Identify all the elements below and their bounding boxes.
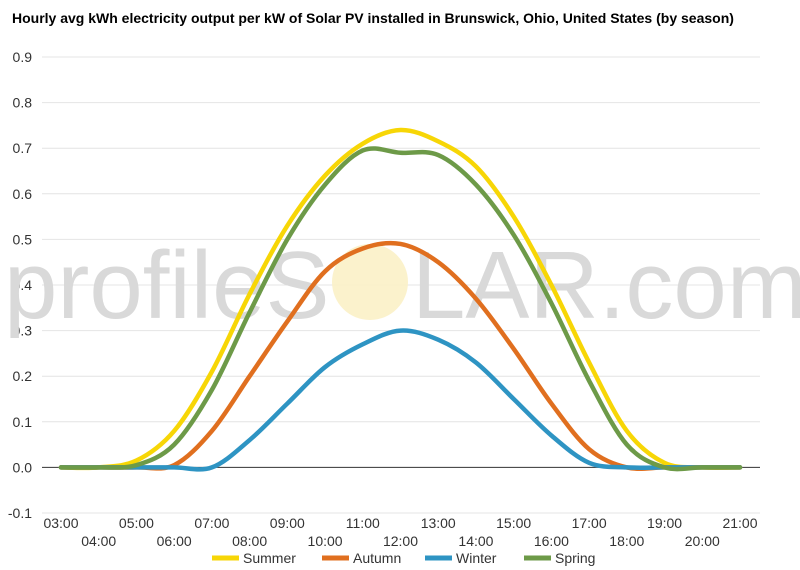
x-tick-label: 17:00 (572, 515, 607, 531)
legend-label-autumn[interactable]: Autumn (353, 550, 401, 566)
x-tick-label: 03:00 (43, 515, 78, 531)
series-line-spring (58, 146, 743, 472)
x-tick-label: 19:00 (647, 515, 682, 531)
x-tick-label: 13:00 (421, 515, 456, 531)
x-tick-label: 12:00 (383, 533, 418, 549)
x-tick-label: 04:00 (81, 533, 116, 549)
series-line-winter (58, 328, 743, 472)
y-tick-label: 0.3 (13, 323, 33, 339)
x-tick-label: 07:00 (194, 515, 229, 531)
y-tick-label: 0.6 (13, 186, 33, 202)
x-tick-label: 14:00 (458, 533, 493, 549)
legend-label-winter[interactable]: Winter (456, 550, 497, 566)
series-line-summer (58, 127, 743, 471)
x-tick-label: 21:00 (722, 515, 757, 531)
x-tick-label: 08:00 (232, 533, 267, 549)
watermark-sun-logo (332, 244, 408, 320)
x-tick-label: 10:00 (308, 533, 343, 549)
y-tick-label: 0.7 (13, 140, 33, 156)
y-tick-label: 0.8 (13, 95, 33, 111)
legend-label-summer[interactable]: Summer (243, 550, 296, 566)
legend-label-spring[interactable]: Spring (555, 550, 595, 566)
y-tick-label: 0.4 (13, 277, 33, 293)
x-tick-label: 05:00 (119, 515, 154, 531)
y-tick-label: 0.1 (13, 414, 33, 430)
chart-title: Hourly avg kWh electricity output per kW… (12, 10, 734, 26)
y-tick-label: 0.9 (13, 49, 33, 65)
x-tick-label: 09:00 (270, 515, 305, 531)
y-tick-label: 0.0 (13, 459, 33, 475)
y-tick-label: 0.5 (13, 231, 33, 247)
watermark-text-right: LAR.com (412, 232, 800, 339)
y-tick-label: -0.1 (8, 505, 32, 521)
x-tick-label: 20:00 (685, 533, 720, 549)
x-tick-label: 06:00 (157, 533, 192, 549)
x-tick-label: 15:00 (496, 515, 531, 531)
x-tick-label: 11:00 (346, 515, 380, 531)
x-tick-label: 16:00 (534, 533, 569, 549)
y-tick-label: 0.2 (13, 368, 33, 384)
x-tick-label: 18:00 (609, 533, 644, 549)
